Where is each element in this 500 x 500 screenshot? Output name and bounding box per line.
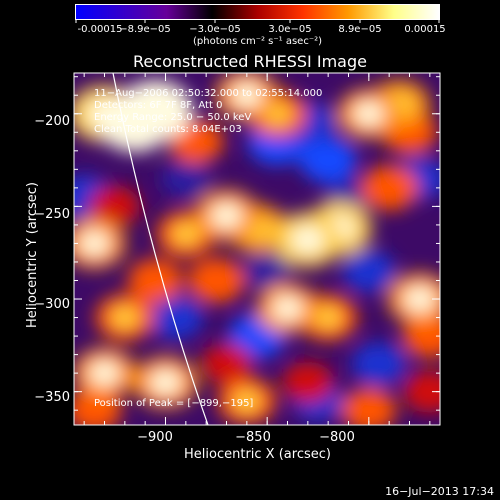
y-tick-label: −250 [34, 207, 70, 222]
colorbar-units: (photons cm⁻² s⁻¹ asec⁻²) [192, 36, 323, 47]
heatmap-blob [282, 361, 334, 403]
heatmap-blob-core [171, 222, 200, 246]
heatmap-blob [341, 388, 397, 425]
annotation-total-counts: Clean Total counts: 8.04E+03 [94, 124, 242, 135]
heatmap-blob-core [314, 305, 343, 330]
colorbar-ticks [75, 19, 440, 23]
heatmap-blob-core [404, 286, 436, 313]
heatmap-blob-core [272, 295, 303, 321]
heatmap-blob-core [353, 101, 384, 127]
y-tick-label: −200 [34, 114, 70, 129]
colorbar [75, 4, 440, 20]
colorbar-tick-label: −8.9e−05 [119, 24, 171, 35]
heatmap-blob-core [231, 82, 262, 108]
heatmap-blob [342, 250, 396, 293]
chart-title: Reconstructed RHESSI Image [133, 52, 367, 71]
colorbar-tick-label: 8.9e−05 [338, 24, 382, 35]
heatmap-blob [89, 185, 141, 227]
heatmap-blob-core [79, 230, 110, 257]
y-axis-label: Heliocentric Y (arcsec) [25, 182, 40, 328]
heatmap-blob-core [89, 360, 120, 386]
colorbar-tick-label: −3.0e−05 [189, 24, 241, 35]
heatmap-blob [243, 252, 291, 291]
annotation-time-range: 11−Aug−2006 02:50:32.000 to 02:55:14.000 [94, 88, 323, 99]
heatmap-blob [187, 257, 245, 304]
heatmap-blob-core [210, 202, 243, 229]
heatmap-blob [351, 341, 407, 386]
annotation-detectors: Detectors: 6F 7F 8F, Att 0 [94, 100, 223, 111]
y-tick-label: −350 [34, 390, 70, 405]
footer-timestamp: 16−Jul−2013 17:34 [385, 485, 494, 498]
heatmap-blob [201, 343, 252, 385]
heatmap-blob-core [149, 369, 182, 396]
heatmap-blob [127, 258, 183, 303]
colorbar-tick-label: 3.0e−05 [268, 24, 312, 35]
heatmap-blob [299, 137, 357, 183]
x-tick-label: −800 [319, 430, 355, 445]
y-tick-label: −300 [34, 297, 70, 312]
heatmap-blob-core [232, 389, 261, 413]
annotation-energy-range: Energy Range: 25.0 − 50.0 keV [94, 112, 252, 123]
x-tick-label: −900 [137, 430, 173, 445]
annotation-peak-position: Position of Peak = [−899,−195] [94, 398, 254, 409]
heatmap-blob-core [137, 95, 174, 126]
x-tick-label: −850 [235, 430, 271, 445]
solar-limb-line [112, 73, 209, 425]
heatmap-blob-core [110, 305, 139, 330]
heatmap-blob [148, 295, 204, 340]
heatmap-blob [161, 159, 211, 199]
colorbar-tick-label: -0.00015 [77, 24, 123, 35]
heatmap-blob-core [291, 225, 325, 254]
heatmap-blob [403, 370, 440, 413]
heatmap-blob [402, 314, 440, 359]
x-axis-label: Heliocentric X (arcsec) [184, 447, 331, 462]
plot-frame [73, 72, 441, 426]
colorbar-tick-label: 0.00015 [404, 24, 446, 35]
heatmap-blob [360, 165, 418, 211]
